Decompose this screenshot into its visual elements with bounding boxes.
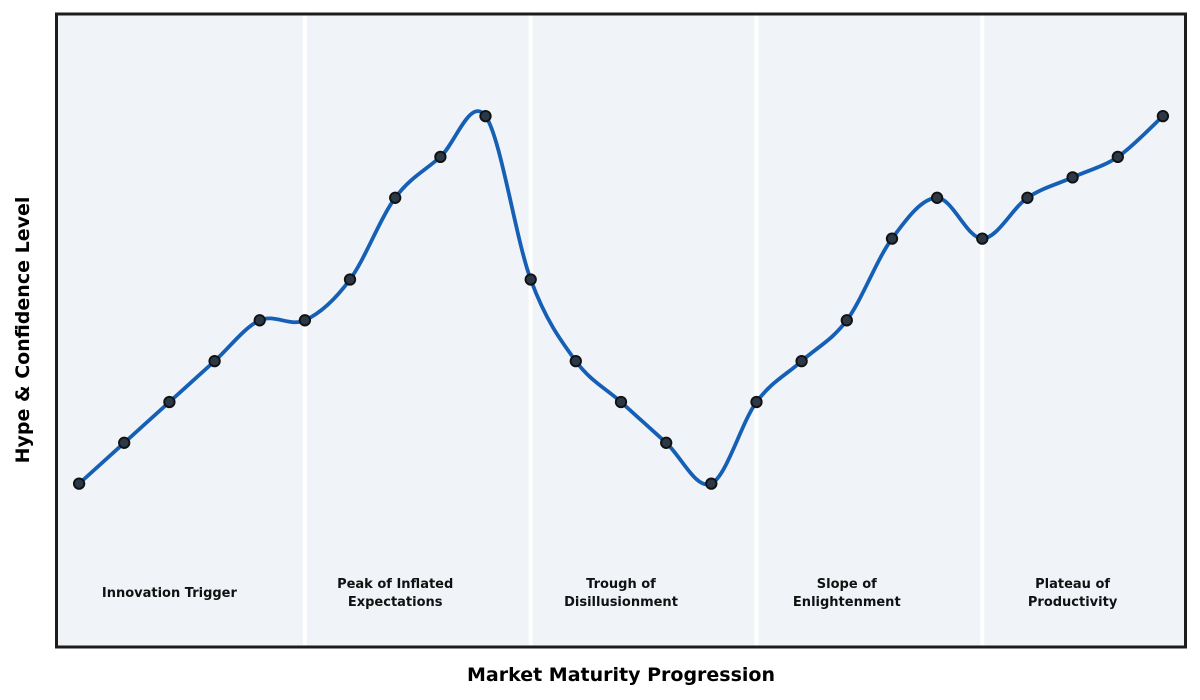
data-point-marker [1111,150,1124,164]
plot-area-background [56,14,1186,647]
data-point-marker [1021,191,1034,204]
data-point-marker [434,150,447,164]
data-point-markers [72,109,1170,490]
data-point-marker [569,354,582,368]
y-axis-label: Hype & Confidence Level [12,196,34,464]
phase-label-slope-of-enlightenment: Slope of Enlightenment [792,577,901,610]
data-point-marker [389,191,402,204]
data-point-marker [705,477,718,490]
data-point-marker [298,314,312,327]
data-point-marker [614,395,628,409]
data-point-marker [885,232,899,245]
data-point-marker [163,395,176,409]
data-point-marker [930,191,944,204]
phase-label-innovation-trigger: Innovation Trigger [101,586,237,601]
data-point-marker [976,232,989,245]
data-point-marker [479,109,492,123]
phase-label-plateau-of-productivity: Plateau of Productivity [1027,577,1118,610]
data-point-marker [750,395,763,409]
x-axis-label: Market Maturity Progression [466,664,776,686]
data-point-marker [208,354,221,368]
data-point-marker [1066,171,1079,184]
data-point-marker [524,273,537,286]
data-point-marker [795,354,808,368]
data-point-marker [660,436,673,449]
data-point-marker [72,477,86,490]
data-point-marker [840,314,853,327]
phase-label-trough-of-disillusionment: Trough of Disillusionment [564,577,678,610]
hype-curve-line [77,109,1165,487]
phase-label-peak-of-inflated-expectations: Peak of Inflated Expectations [337,577,454,610]
data-point-marker [118,436,131,449]
data-point-marker [253,314,266,327]
data-point-marker [343,273,357,286]
phase-divider-lines [302,15,985,646]
data-point-marker [1156,109,1170,123]
plot-border [55,12,1187,649]
